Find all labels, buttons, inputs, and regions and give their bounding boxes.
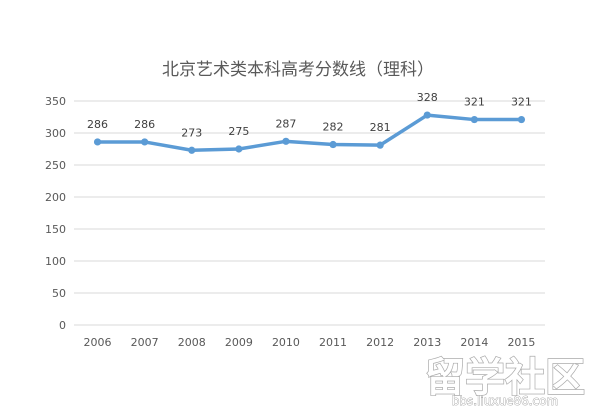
data-point [235, 145, 243, 153]
x-tick-label: 2010 [272, 336, 300, 349]
y-tick-label: 300 [45, 127, 66, 140]
data-label: 321 [464, 96, 485, 109]
data-point [517, 115, 526, 124]
data-label: 286 [134, 118, 155, 131]
data-labels: 286 286 273 275 287 282 281 328 321 321 [87, 91, 532, 139]
y-tick-label: 150 [45, 223, 66, 236]
y-tick-label: 100 [45, 255, 66, 268]
y-tick-label: 0 [59, 319, 66, 332]
series-line [97, 113, 522, 153]
data-point [376, 141, 384, 149]
y-tick-label: 200 [45, 191, 66, 204]
data-label: 275 [228, 125, 249, 138]
data-label: 282 [323, 121, 344, 134]
data-point [141, 138, 149, 146]
data-label: 286 [87, 118, 108, 131]
chart-title: 北京艺术类本科高考分数线（理科） [162, 60, 434, 80]
data-label: 281 [370, 121, 391, 134]
x-tick-label: 2014 [460, 336, 488, 349]
y-axis-ticks: 0 50 100 150 200 250 300 350 [45, 95, 66, 332]
x-tick-label: 2015 [507, 336, 535, 349]
data-point [423, 111, 431, 119]
x-tick-label: 2007 [131, 336, 159, 349]
gridlines [74, 100, 545, 326]
x-tick-label: 2008 [178, 336, 206, 349]
data-label: 328 [417, 91, 438, 104]
data-point [470, 115, 478, 124]
data-label: 321 [511, 96, 532, 109]
watermark-logo-text: 留学社区 [425, 355, 585, 401]
watermark: 留学社区 bbs.liuxue86.com [424, 354, 585, 408]
data-point [188, 146, 196, 154]
x-tick-label: 2006 [84, 336, 112, 349]
data-point [93, 138, 102, 146]
data-point [329, 140, 337, 149]
x-axis-ticks: 2006 2007 2008 2009 2010 2011 2012 2013 2014 2015 [84, 336, 536, 349]
x-tick-label: 2009 [225, 336, 253, 349]
y-tick-label: 250 [45, 159, 66, 172]
x-tick-label: 2013 [413, 336, 441, 349]
y-tick-label: 350 [45, 95, 66, 108]
x-tick-label: 2012 [366, 336, 394, 349]
watermark-url: bbs.liuxue86.com [452, 394, 558, 408]
y-tick-label: 50 [52, 287, 66, 300]
data-label: 287 [275, 117, 296, 130]
data-label: 273 [181, 126, 202, 139]
x-tick-label: 2011 [319, 336, 347, 349]
data-point [282, 137, 290, 145]
series-group [93, 111, 526, 154]
